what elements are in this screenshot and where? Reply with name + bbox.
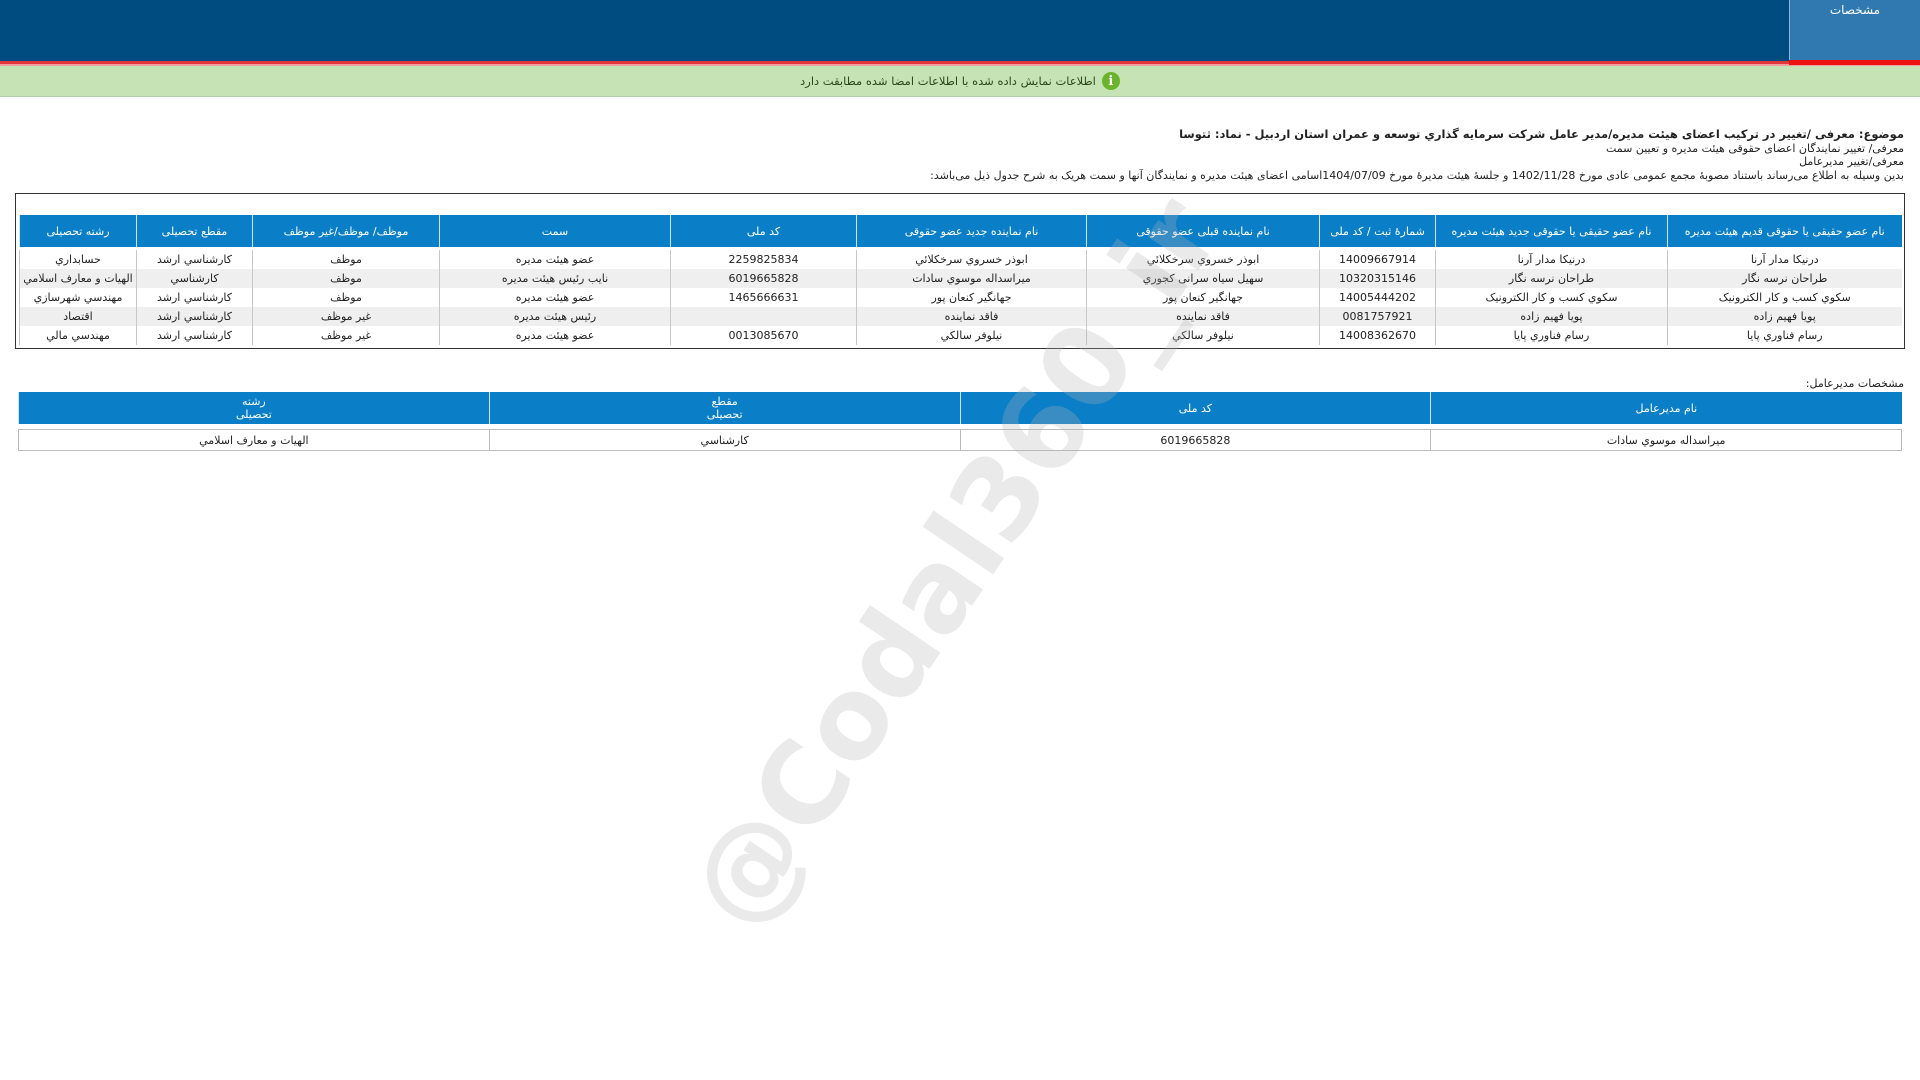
table-cell: موظف bbox=[252, 250, 440, 269]
table-cell: 14008362670 bbox=[1319, 326, 1436, 345]
table-cell: طراحان نرسه نگار bbox=[1435, 269, 1668, 288]
table-cell: ميراسداله موسوي سادات bbox=[856, 269, 1087, 288]
table-cell: كارشناسي bbox=[488, 429, 961, 451]
table-cell: سکوي کسب و کار الکترونیک bbox=[1435, 288, 1668, 307]
table-cell: درنیکا مدار آرنا bbox=[1667, 250, 1902, 269]
table-cell: نایب رئیس هیئت مدیره bbox=[439, 269, 671, 288]
table-cell: كارشناسي bbox=[136, 269, 253, 288]
column-header: رشته تحصیلی bbox=[19, 215, 137, 247]
table-cell: پویا فهیم زاده bbox=[1435, 307, 1668, 326]
intro-line: معرفی/ تغییر نمایندگان اعضای حقوقی هیئت … bbox=[1605, 141, 1904, 155]
table-cell: 10320315146 bbox=[1319, 269, 1436, 288]
table-cell: مهندسي مالي bbox=[19, 326, 137, 345]
table-cell: جهانگیر کنعان پور bbox=[856, 288, 1087, 307]
announcement-intro: موضوع: معرفی /تغییر در ترکیب اعضای هیئت … bbox=[24, 127, 1904, 182]
tab-active-indicator bbox=[1789, 60, 1920, 65]
table-cell: 2259825834 bbox=[670, 250, 857, 269]
table-cell: كارشناسي ارشد bbox=[136, 326, 253, 345]
tab-details-label: مشخصات bbox=[1829, 3, 1881, 17]
header-divider-light bbox=[0, 64, 1920, 66]
table-row: طراحان نرسه نگار طراحان نرسه نگار 10320315… bbox=[19, 269, 1902, 288]
table-cell: غیر موظف bbox=[252, 307, 440, 326]
table-cell: كارشناسي ارشد bbox=[136, 288, 253, 307]
table-cell: 0013085670 bbox=[670, 326, 857, 345]
table-cell: فاقد نماینده bbox=[856, 307, 1087, 326]
board-members-table: نام عضو حقیقی یا حقوقی قدیم هیئت مدیره نا… bbox=[19, 215, 1902, 345]
column-header: موظف/ موظف/غیر موظف bbox=[252, 215, 440, 247]
column-header: نام عضو حقیقی یا حقوقی جدید هیئت مدیره bbox=[1435, 215, 1668, 247]
table-cell: كارشناسي ارشد bbox=[136, 307, 253, 326]
table-row: پویا فهیم زاده پویا فهیم زاده 0081757921 فا… bbox=[19, 307, 1902, 326]
intro-line: بدین وسیله به اطلاع می‌رساند باستناد مصو… bbox=[930, 168, 1904, 182]
table-row: درنیکا مدار آرنا درنیکا مدار آرنا 14009667… bbox=[19, 250, 1902, 269]
table-cell: الهیات و معارف اسلامي bbox=[18, 429, 490, 451]
table-cell: پویا فهیم زاده bbox=[1667, 307, 1902, 326]
column-header: کد ملی bbox=[959, 392, 1431, 424]
table-cell: سکوي کسب و کار الکترونیک bbox=[1667, 288, 1902, 307]
header-divider bbox=[0, 61, 1920, 64]
table-cell: عضو هیئت مدیره bbox=[439, 250, 671, 269]
column-header: نام نماینده قبلی عضو حقوقی bbox=[1086, 215, 1320, 247]
column-header: مقطع تحصیلی bbox=[136, 215, 253, 247]
table-cell: 6019665828 bbox=[670, 269, 857, 288]
column-header: مقطع تحصیلی bbox=[488, 392, 960, 424]
info-icon: i bbox=[1101, 72, 1120, 90]
ceo-table: نام مدیرعامل کد ملی مقطع تحصیلی رشته تحصیلی… bbox=[18, 392, 1902, 451]
board-table-container: نام عضو حقیقی یا حقوقی قدیم هیئت مدیره نا… bbox=[15, 193, 1905, 349]
column-header: رشته تحصیلی bbox=[18, 392, 490, 424]
table-cell: درنیکا مدار آرنا bbox=[1435, 250, 1668, 269]
table-cell: نیلوفر سالکي bbox=[1086, 326, 1320, 345]
intro-line: معرفی/تغییر مدیرعامل bbox=[1799, 155, 1904, 168]
table-cell: 1465666631 bbox=[670, 288, 857, 307]
table-cell: الهیات و معارف اسلامي bbox=[19, 269, 137, 288]
table-cell: موظف bbox=[252, 288, 440, 307]
table-cell: ابوذر خسروي سرخكلائي bbox=[1086, 250, 1320, 269]
table-cell: طراحان نرسه نگار bbox=[1667, 269, 1902, 288]
table-cell: 14005444202 bbox=[1319, 288, 1436, 307]
table-cell: ميراسداله موسوي سادات bbox=[1430, 429, 1902, 451]
table-row: رسام فناوري پایا رسام فناوري پایا 14008362… bbox=[19, 326, 1902, 345]
table-cell: كارشناسي ارشد bbox=[136, 250, 253, 269]
table-cell: سهیل سیاه سرانی کجوري bbox=[1086, 269, 1320, 288]
subject-title: موضوع: معرفی /تغییر در ترکیب اعضای هیئت … bbox=[1179, 127, 1904, 141]
verification-notice: i اطلاعات نمایش داده شده با اطلاعات امضا… bbox=[0, 66, 1920, 97]
table-cell: فاقد نماینده bbox=[1086, 307, 1320, 326]
table-row: ميراسداله موسوي سادات 6019665828 كارشناسي ا… bbox=[18, 429, 1902, 451]
table-cell: عضو هیئت مدیره bbox=[439, 288, 671, 307]
table-cell bbox=[670, 307, 857, 326]
column-header: سمت bbox=[439, 215, 671, 247]
table-cell: حسابداري bbox=[19, 250, 137, 269]
column-header: شمارهٔ ثبت / کد ملی bbox=[1319, 215, 1436, 247]
ceo-section-label: مشخصات مدیرعامل: bbox=[1805, 377, 1904, 390]
notice-text: اطلاعات نمایش داده شده با اطلاعات امضا ش… bbox=[800, 74, 1096, 88]
table-row: سکوي کسب و کار الکترونیک سکوي کسب و کار ا… bbox=[19, 288, 1902, 307]
table-cell: عضو هیئت مدیره bbox=[439, 326, 671, 345]
table-cell: 0081757921 bbox=[1319, 307, 1436, 326]
column-header: نام عضو حقیقی یا حقوقی قدیم هیئت مدیره bbox=[1667, 215, 1902, 247]
top-header-bar bbox=[0, 0, 1920, 61]
table-cell: غیر موظف bbox=[252, 326, 440, 345]
column-header: نام نماینده جدید عضو حقوقی bbox=[856, 215, 1087, 247]
table-cell: ابوذر خسروي سرخكلائي bbox=[856, 250, 1087, 269]
column-header: کد ملی bbox=[670, 215, 857, 247]
table-cell: رسام فناوري پایا bbox=[1667, 326, 1902, 345]
column-header: نام مدیرعامل bbox=[1430, 392, 1902, 424]
table-cell: مهندسي شهرسازي bbox=[19, 288, 137, 307]
table-cell: رسام فناوري پایا bbox=[1435, 326, 1668, 345]
table-cell: رئیس هیئت مدیره bbox=[439, 307, 671, 326]
table-cell: موظف bbox=[252, 269, 440, 288]
table-cell: 14009667914 bbox=[1319, 250, 1436, 269]
table-cell: 6019665828 bbox=[959, 429, 1432, 451]
tab-details[interactable]: مشخصات bbox=[1789, 0, 1920, 60]
table-cell: نیلوفر سالکي bbox=[856, 326, 1087, 345]
table-cell: اقتصاد bbox=[19, 307, 137, 326]
table-cell: جهانگیر کنعان پور bbox=[1086, 288, 1320, 307]
